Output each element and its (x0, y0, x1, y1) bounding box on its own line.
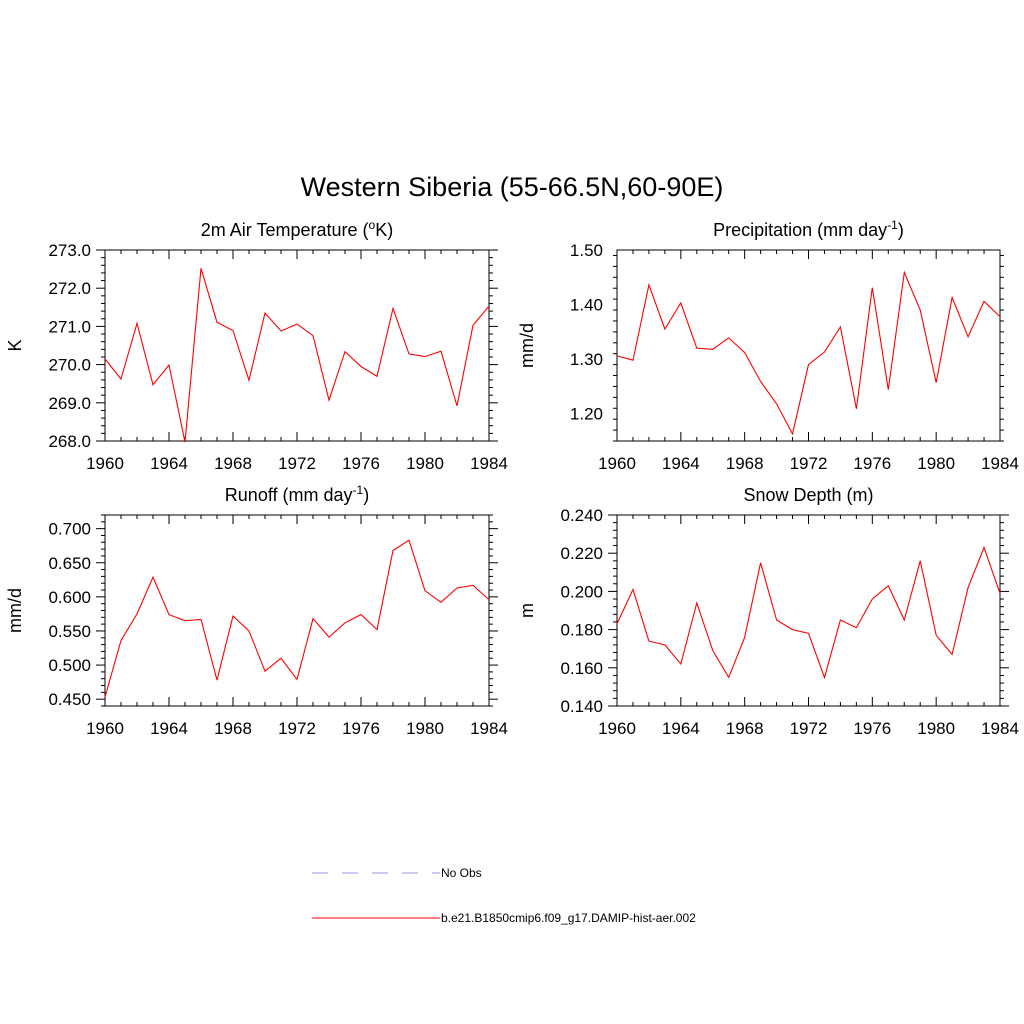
y-tick-label: 0.240 (560, 506, 603, 525)
panel-temperature: 2m Air Temperature (oK) K 1960 1964 1968 1972… (5, 218, 508, 473)
x-tick-label: 1968 (726, 454, 764, 473)
legend-model-label: b.e21.B1850cmip6.f09_g17.DAMIP-hist-aer.… (441, 911, 696, 925)
y-tick-label: 1.20 (570, 405, 603, 424)
panel-precipitation: Precipitation (mm day-1) mm/d 1960 1964 1968… (517, 218, 1019, 473)
x-tick-label: 1972 (278, 454, 316, 473)
plot-frame (616, 249, 1001, 442)
x-tick-label: 1960 (86, 454, 124, 473)
x-tick-label: 1980 (406, 454, 444, 473)
plot-frame (616, 514, 1001, 707)
series-line (616, 270, 1001, 436)
x-tick-label: 1972 (790, 719, 828, 738)
x-tick-label: 1980 (917, 719, 955, 738)
x-tick-label: 1984 (981, 719, 1019, 738)
series-line (616, 545, 1001, 680)
panel-title-tail: ) (363, 485, 369, 505)
panel-title-superscript: -1 (353, 483, 364, 497)
x-tick-label: 1980 (917, 454, 955, 473)
x-tick-label: 1964 (150, 454, 188, 473)
x-tick-label: 1968 (726, 719, 764, 738)
y-tick-label: 0.500 (48, 656, 91, 675)
panel-title-tail: ) (898, 220, 904, 240)
y-tick-label: 0.550 (48, 622, 91, 641)
y-tick-label: 1.40 (570, 296, 603, 315)
legend: No Obs b.e21.B1850cmip6.f09_g17.DAMIP-hi… (312, 866, 696, 925)
panel-title-tail: K) (375, 220, 393, 240)
panel-title-text: Snow Depth (m) (743, 485, 873, 505)
panel-title: Precipitation (mm day-1) (713, 218, 904, 240)
panel-title-superscript: o (369, 218, 376, 232)
panel-title: 2m Air Temperature (oK) (201, 218, 393, 240)
y-tick-label: 269.0 (48, 394, 91, 413)
x-tick-label: 1968 (214, 719, 252, 738)
y-tick-label: 0.140 (560, 697, 603, 716)
y-tick-label: 271.0 (48, 317, 91, 336)
series-line (104, 539, 490, 698)
y-axis-label: mm/d (5, 588, 25, 633)
x-tick-label: 1960 (598, 454, 636, 473)
y-tick-label: 0.220 (560, 544, 603, 563)
panel-runoff: Runoff (mm day-1) mm/d 1960 1964 1968 1972 197… (5, 483, 508, 738)
panel-title-text: Precipitation (mm day (713, 220, 887, 240)
x-tick-label: 1972 (790, 454, 828, 473)
y-tick-label: 1.30 (570, 350, 603, 369)
y-tick-label: 272.0 (48, 279, 91, 298)
main-title: Western Siberia (55-66.5N,60-90E) (301, 172, 724, 202)
y-tick-label: 0.600 (48, 588, 91, 607)
series-line (104, 268, 490, 443)
y-tick-label: 0.180 (560, 621, 603, 640)
x-tick-label: 1960 (86, 719, 124, 738)
x-tick-label: 1984 (981, 454, 1019, 473)
x-tick-label: 1976 (342, 719, 380, 738)
plot-frame (104, 249, 490, 442)
x-tick-label: 1976 (853, 719, 891, 738)
x-tick-label: 1964 (662, 454, 700, 473)
y-tick-label: 0.200 (560, 582, 603, 601)
y-tick-label: 0.700 (48, 520, 91, 539)
y-axis-label: m (517, 603, 537, 618)
y-tick-label: 1.50 (570, 241, 603, 260)
x-tick-label: 1976 (853, 454, 891, 473)
panel-snow-depth: Snow Depth (m) m 1960 1964 1968 1972 1976 1980 1… (517, 485, 1019, 738)
x-tick-label: 1964 (150, 719, 188, 738)
panel-title-text: Runoff (mm day (225, 485, 353, 505)
panels: 2m Air Temperature (oK) K 1960 1964 1968 1972… (5, 218, 1019, 738)
panel-title: Snow Depth (m) (743, 485, 873, 505)
y-axis-label: mm/d (517, 323, 537, 368)
y-axis-label: K (5, 339, 25, 351)
panel-title-text: 2m Air Temperature ( (201, 220, 369, 240)
panel-title: Runoff (mm day-1) (225, 483, 369, 505)
panel-title-superscript: -1 (887, 218, 898, 232)
x-tick-label: 1972 (278, 719, 316, 738)
x-tick-label: 1984 (470, 719, 508, 738)
x-tick-label: 1980 (406, 719, 444, 738)
y-tick-label: 0.450 (48, 690, 91, 709)
x-tick-label: 1960 (598, 719, 636, 738)
x-tick-label: 1984 (470, 454, 508, 473)
legend-no-obs-label: No Obs (441, 866, 482, 880)
x-tick-label: 1964 (662, 719, 700, 738)
x-tick-label: 1968 (214, 454, 252, 473)
y-tick-label: 268.0 (48, 432, 91, 451)
y-tick-label: 273.0 (48, 241, 91, 260)
x-tick-label: 1976 (342, 454, 380, 473)
y-tick-label: 270.0 (48, 356, 91, 375)
y-tick-label: 0.650 (48, 554, 91, 573)
y-tick-label: 0.160 (560, 659, 603, 678)
